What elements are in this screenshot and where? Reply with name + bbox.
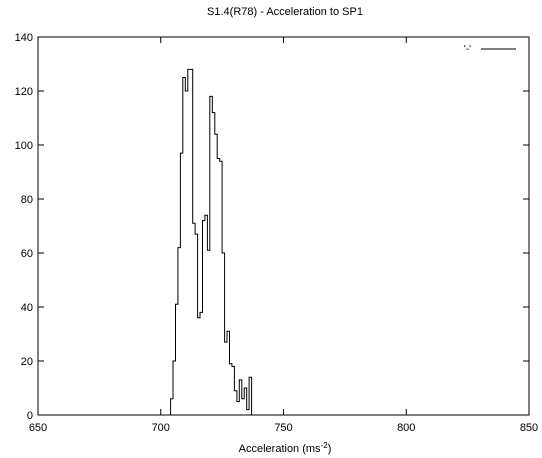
y-tick-label: 140 [15,32,33,44]
legend: '-' [464,44,516,55]
y-tick-label: 20 [21,356,33,368]
chart-title: S1.4(R78) - Acceleration to SP1 [207,6,363,18]
series-step-line [168,68,253,416]
plot-frame [37,36,530,416]
y-tick-label: 60 [21,248,33,260]
x-tick-label: 850 [520,422,538,434]
y-tick-label: 0 [27,410,33,422]
y-tick-label: 120 [15,86,33,98]
x-axis-label: Acceleration (ms-2) [239,441,332,455]
y-tick-label: 80 [21,194,33,206]
x-tick-label: 800 [397,422,415,434]
x-axis: 650 700 750 800 850 [29,37,538,434]
x-tick-label: 650 [29,422,47,434]
x-tick-label: 750 [274,422,292,434]
legend-label: '-' [464,44,471,55]
y-tick-label: 40 [21,302,33,314]
y-tick-label: 100 [15,140,33,152]
x-tick-label: 700 [152,422,170,434]
y-axis: 0 20 40 60 80 100 120 140 [15,32,529,422]
